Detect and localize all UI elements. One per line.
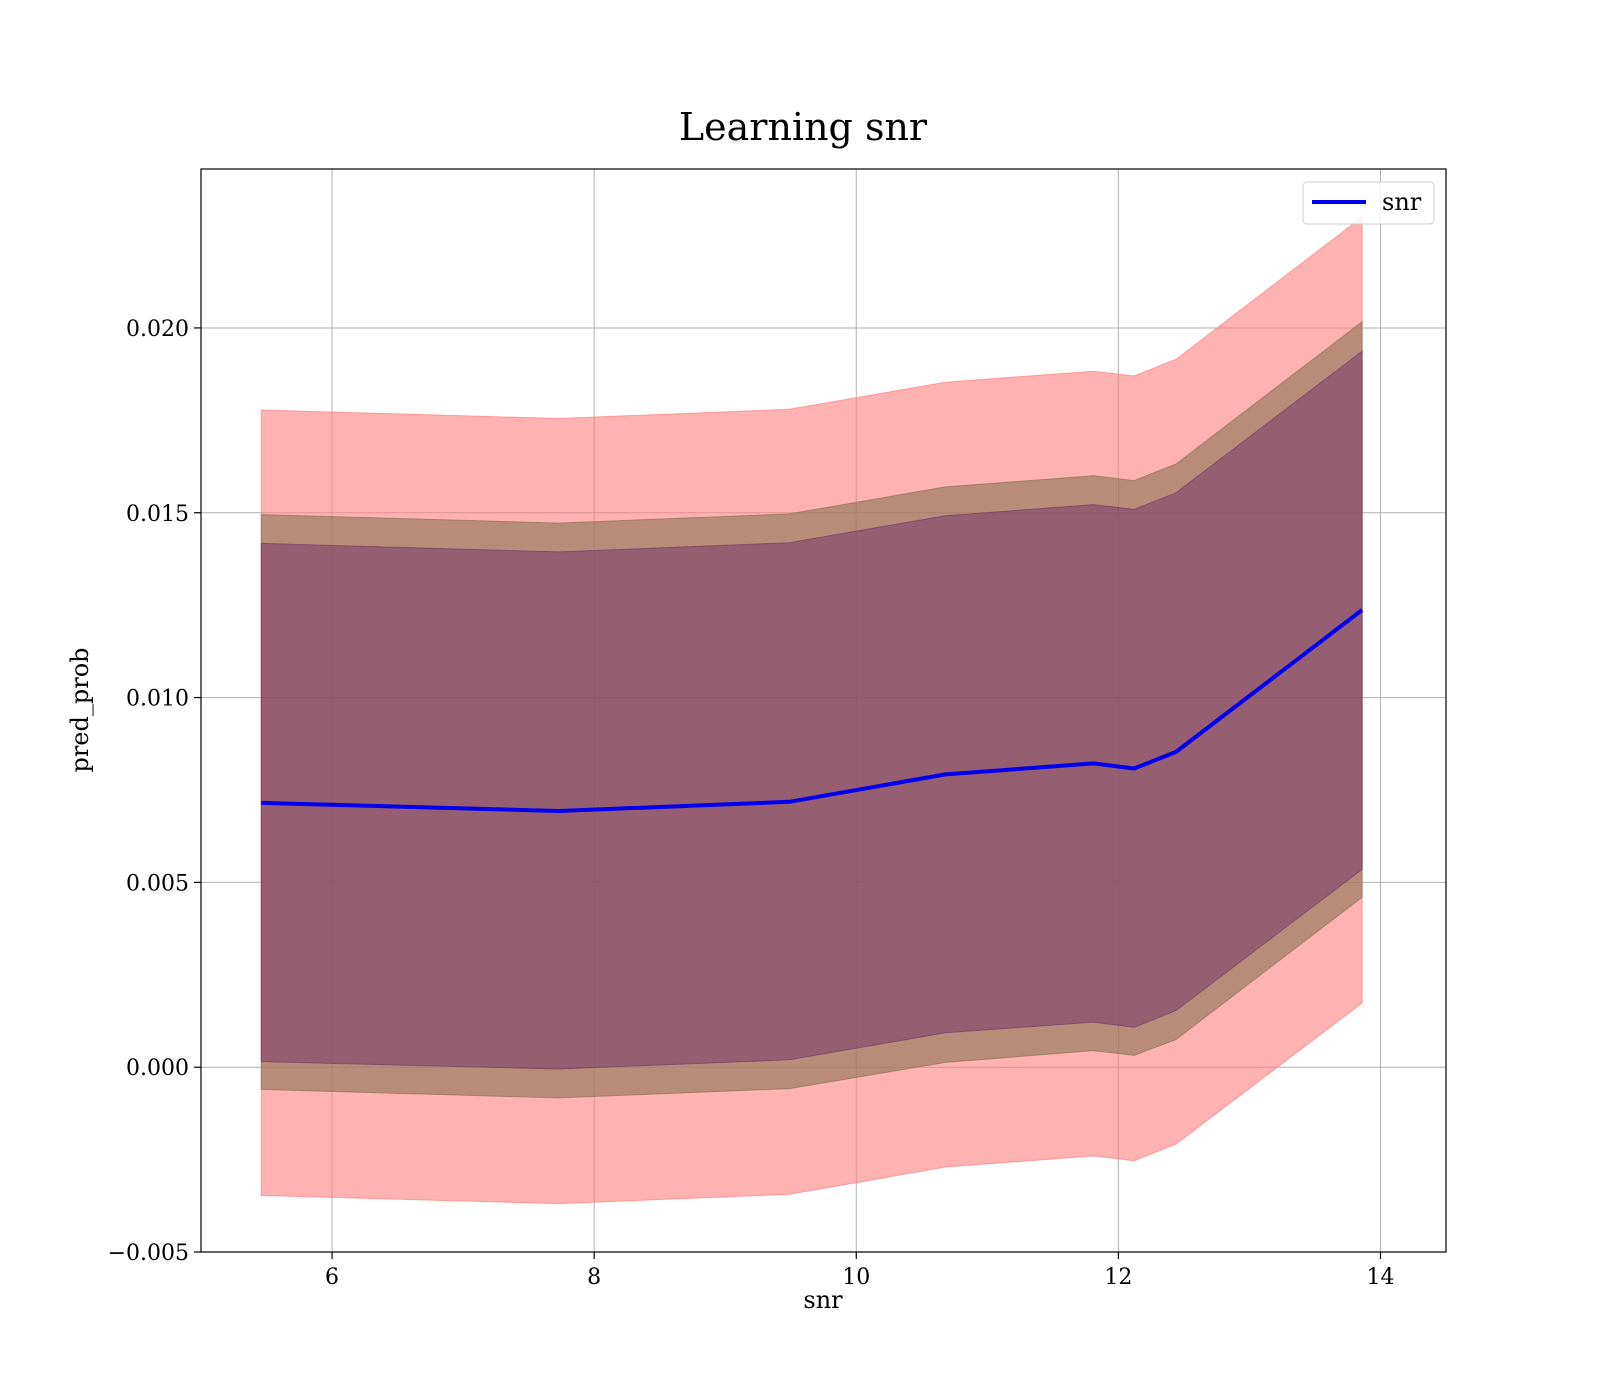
y-axis-ticks: −0.005 0.000 0.005 0.010 0.015 0.020 bbox=[108, 317, 201, 1266]
y-tick-label: 0.015 bbox=[126, 502, 189, 527]
plot-frame bbox=[200, 168, 1447, 1253]
series-line-snr bbox=[261, 608, 1364, 813]
legend-label-snr: snr bbox=[1382, 188, 1422, 216]
x-axis-label: snr bbox=[803, 1286, 843, 1314]
y-tick-label: 0.010 bbox=[126, 687, 189, 712]
band-2 bbox=[260, 350, 1363, 1070]
legend: snr bbox=[1302, 181, 1435, 225]
series-lines bbox=[261, 608, 1364, 813]
y-axis-label: pred_prob bbox=[66, 647, 94, 772]
y-tick-label: 0.020 bbox=[126, 317, 189, 342]
chart-title: Learning snr bbox=[679, 105, 928, 149]
x-tick-label: 10 bbox=[842, 1265, 870, 1290]
y-tick-label: −0.005 bbox=[108, 1241, 189, 1266]
x-tick-label: 8 bbox=[587, 1265, 601, 1290]
x-axis-ticks: 6 8 10 12 14 bbox=[325, 1252, 1394, 1290]
x-tick-label: 12 bbox=[1104, 1265, 1132, 1290]
y-tick-label: 0.000 bbox=[126, 1056, 189, 1081]
y-tick-label: 0.005 bbox=[126, 871, 189, 896]
x-tick-label: 14 bbox=[1366, 1265, 1394, 1290]
confidence-bands bbox=[260, 216, 1363, 1205]
legend-box bbox=[1302, 181, 1435, 225]
x-tick-label: 6 bbox=[325, 1265, 339, 1290]
